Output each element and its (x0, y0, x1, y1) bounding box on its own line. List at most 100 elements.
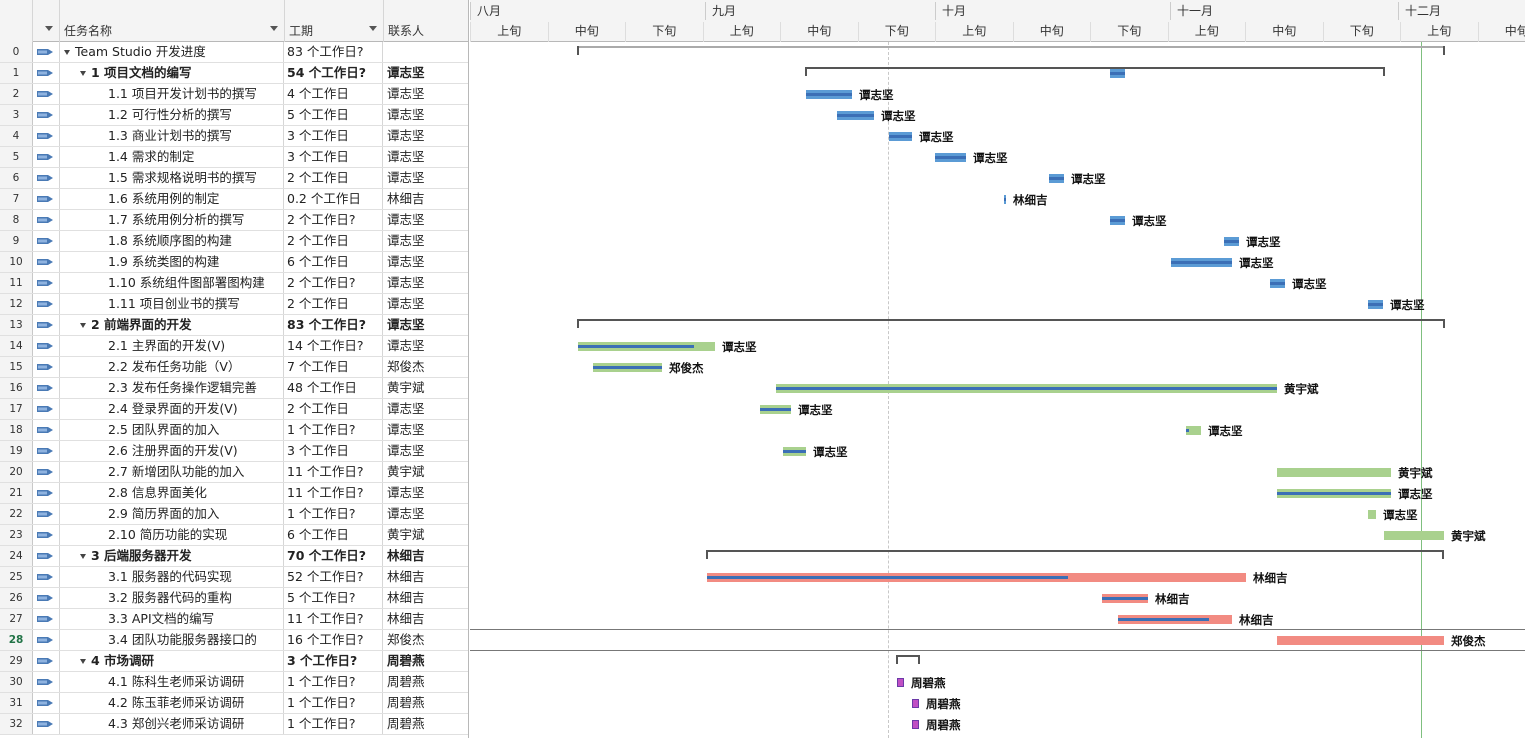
duration-cell[interactable]: 6 个工作日 (285, 525, 383, 545)
task-mode-cell[interactable] (33, 42, 60, 62)
table-row[interactable]: 13 2 前端界面的开发 83 个工作日? 谭志坚 (0, 315, 468, 336)
contact-cell[interactable]: 谭志坚 (387, 233, 425, 248)
contact-cell[interactable]: 黄宇斌 (387, 380, 425, 395)
duration-cell[interactable]: 3 个工作日 (285, 441, 383, 461)
duration-cell[interactable]: 5 个工作日 (285, 105, 383, 125)
table-row[interactable]: 9 1.8 系统顺序图的构建 2 个工作日 谭志坚 (0, 231, 468, 252)
task-name-cell[interactable]: 3 后端服务器开发 (60, 546, 284, 566)
duration-cell[interactable]: 5 个工作日? (285, 588, 383, 608)
row-id[interactable]: 23 (0, 525, 33, 545)
table-row[interactable]: 8 1.7 系统用例分析的撰写 2 个工作日? 谭志坚 (0, 210, 468, 231)
contact-cell[interactable]: 林细吉 (387, 548, 425, 563)
table-row[interactable]: 26 3.2 服务器代码的重构 5 个工作日? 林细吉 (0, 588, 468, 609)
task-bar[interactable] (1277, 636, 1444, 645)
contact-cell[interactable]: 周碧燕 (387, 716, 425, 731)
contact-cell[interactable]: 谭志坚 (387, 485, 425, 500)
row-id[interactable]: 29 (0, 651, 33, 671)
duration-cell[interactable]: 0.2 个工作日 (285, 189, 383, 209)
table-row[interactable]: 30 4.1 陈科生老师采访调研 1 个工作日? 周碧燕 (0, 672, 468, 693)
task-mode-cell[interactable] (33, 399, 60, 419)
table-row[interactable]: 4 1.3 商业计划书的撰写 3 个工作日 谭志坚 (0, 126, 468, 147)
table-row[interactable]: 0 Team Studio 开发进度 83 个工作日? (0, 42, 468, 63)
task-mode-cell[interactable] (33, 567, 60, 587)
contact-cell[interactable]: 谭志坚 (387, 296, 425, 311)
contact-cell[interactable]: 周碧燕 (387, 674, 425, 689)
duration-cell[interactable]: 3 个工作日? (285, 651, 383, 671)
table-row[interactable]: 18 2.5 团队界面的加入 1 个工作日? 谭志坚 (0, 420, 468, 441)
task-mode-cell[interactable] (33, 336, 60, 356)
task-mode-cell[interactable] (33, 630, 60, 650)
task-mode-cell[interactable] (33, 525, 60, 545)
task-name-cell[interactable]: 2.1 主界面的开发(V) (60, 336, 284, 356)
task-mode-cell[interactable] (33, 63, 60, 83)
contact-cell[interactable]: 谭志坚 (387, 275, 425, 290)
task-mode-cell[interactable] (33, 252, 60, 272)
task-bar[interactable] (1368, 510, 1376, 519)
row-id[interactable]: 4 (0, 126, 33, 146)
row-id[interactable]: 22 (0, 504, 33, 524)
table-row[interactable]: 21 2.8 信息界面美化 11 个工作日? 谭志坚 (0, 483, 468, 504)
contact-cell[interactable]: 谭志坚 (387, 506, 425, 521)
task-mode-cell[interactable] (33, 546, 60, 566)
task-name-cell[interactable]: 2.2 发布任务功能（V） (60, 357, 284, 377)
row-id[interactable]: 10 (0, 252, 33, 272)
duration-cell[interactable]: 3 个工作日 (285, 147, 383, 167)
contact-cell[interactable]: 谭志坚 (387, 422, 425, 437)
task-bar[interactable] (1277, 468, 1391, 477)
task-mode-cell[interactable] (33, 651, 60, 671)
select-all-corner[interactable] (0, 0, 33, 42)
task-mode-cell[interactable] (33, 672, 60, 692)
task-mode-cell[interactable] (33, 210, 60, 230)
row-id[interactable]: 6 (0, 168, 33, 188)
task-name-cell[interactable]: 3.4 团队功能服务器接口的 (60, 630, 284, 650)
table-row[interactable]: 14 2.1 主界面的开发(V) 14 个工作日? 谭志坚 (0, 336, 468, 357)
table-row[interactable]: 15 2.2 发布任务功能（V） 7 个工作日 郑俊杰 (0, 357, 468, 378)
task-name-cell[interactable]: 1.6 系统用例的制定 (60, 189, 284, 209)
contact-cell[interactable]: 林细吉 (387, 191, 425, 206)
task-mode-cell[interactable] (33, 504, 60, 524)
duration-cell[interactable]: 1 个工作日? (285, 420, 383, 440)
table-row[interactable]: 32 4.3 郑创兴老师采访调研 1 个工作日? 周碧燕 (0, 714, 468, 735)
task-mode-cell[interactable] (33, 693, 60, 713)
row-id[interactable]: 1 (0, 63, 33, 83)
task-name-cell[interactable]: 1.10 系统组件图部署图构建 (60, 273, 284, 293)
contact-cell[interactable]: 谭志坚 (387, 254, 425, 269)
task-mode-cell[interactable] (33, 378, 60, 398)
table-row[interactable]: 29 4 市场调研 3 个工作日? 周碧燕 (0, 651, 468, 672)
row-id[interactable]: 31 (0, 693, 33, 713)
contact-cell[interactable]: 周碧燕 (387, 695, 425, 710)
duration-cell[interactable]: 2 个工作日 (285, 168, 383, 188)
task-name-cell[interactable]: 1.9 系统类图的构建 (60, 252, 284, 272)
task-name-cell[interactable]: 4.2 陈玉菲老师采访调研 (60, 693, 284, 713)
duration-cell[interactable]: 83 个工作日? (285, 42, 383, 62)
contact-cell[interactable]: 谭志坚 (387, 170, 425, 185)
contact-cell[interactable]: 谭志坚 (387, 317, 425, 332)
duration-cell[interactable]: 1 个工作日? (285, 672, 383, 692)
contact-cell[interactable]: 郑俊杰 (387, 632, 425, 647)
task-bar[interactable] (912, 699, 919, 708)
task-name-cell[interactable]: Team Studio 开发进度 (60, 42, 284, 62)
task-name-cell[interactable]: 4.3 郑创兴老师采访调研 (60, 714, 284, 734)
contact-cell[interactable]: 谭志坚 (387, 212, 425, 227)
row-id[interactable]: 28 (0, 630, 33, 650)
table-row[interactable]: 7 1.6 系统用例的制定 0.2 个工作日 林细吉 (0, 189, 468, 210)
duration-cell[interactable]: 2 个工作日? (285, 273, 383, 293)
contact-cell[interactable]: 谭志坚 (387, 128, 425, 143)
task-bar[interactable] (1384, 531, 1444, 540)
task-mode-cell[interactable] (33, 231, 60, 251)
row-id[interactable]: 32 (0, 714, 33, 734)
task-bar[interactable] (897, 678, 904, 687)
task-name-cell[interactable]: 1.8 系统顺序图的构建 (60, 231, 284, 251)
row-id[interactable]: 9 (0, 231, 33, 251)
row-id[interactable]: 15 (0, 357, 33, 377)
task-name-cell[interactable]: 2.8 信息界面美化 (60, 483, 284, 503)
duration-cell[interactable]: 14 个工作日? (285, 336, 383, 356)
table-row[interactable]: 22 2.9 简历界面的加入 1 个工作日? 谭志坚 (0, 504, 468, 525)
table-row[interactable]: 17 2.4 登录界面的开发(V) 2 个工作日 谭志坚 (0, 399, 468, 420)
task-mode-cell[interactable] (33, 126, 60, 146)
duration-cell[interactable]: 52 个工作日? (285, 567, 383, 587)
task-name-cell[interactable]: 1 项目文档的编写 (60, 63, 284, 83)
row-id[interactable]: 5 (0, 147, 33, 167)
task-name-cell[interactable]: 1.4 需求的制定 (60, 147, 284, 167)
column-header-contact[interactable]: 联系人 (384, 0, 468, 42)
